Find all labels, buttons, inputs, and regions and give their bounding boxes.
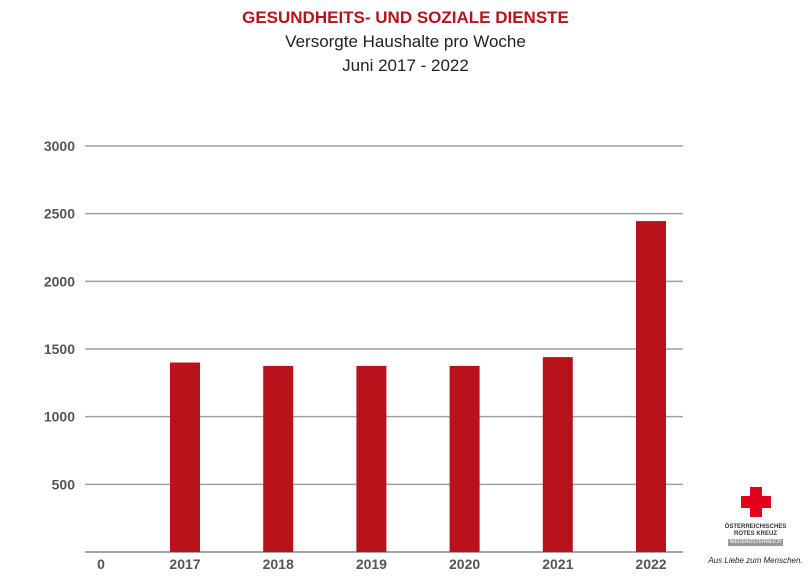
chart-subtitle-period: Juni 2017 - 2022 [342,56,469,75]
y-tick-label: 500 [52,476,76,492]
bar-2018 [263,365,294,552]
y-tick-label: 1000 [44,409,75,425]
y-tick-label: 3000 [44,138,75,154]
x-tick-label: 2021 [542,556,573,572]
logo-text-3: NIEDERÖSTERREICH [728,539,783,546]
bar-2020 [449,365,480,552]
bar-2022 [636,221,666,553]
x-tick-label: 2022 [635,556,666,572]
y-tick-label: 1500 [44,341,75,357]
x-tick-label: 2020 [449,556,480,572]
bar-2021 [542,357,573,552]
x-tick-label: 2019 [356,556,387,572]
y-tick-label: 2500 [44,206,75,222]
logo-tagline: Aus Liebe zum Menschen. [708,556,803,565]
logo-text-1: ÖSTERREICHISCHES [724,524,787,530]
logo-text-2: ROTES KREUZ [733,531,777,537]
x-tick-label: 2018 [263,556,294,572]
bar-2019 [356,365,387,552]
y-tick-label: 2000 [44,273,75,289]
red-cross-icon [740,487,771,517]
chart-subtitle: Versorgte Haushalte pro Woche [285,32,526,51]
x-origin-label: 0 [97,556,105,572]
bar-2017 [170,362,200,552]
x-tick-label: 2017 [169,556,200,572]
red-cross-logo: ÖSTERREICHISCHES ROTES KREUZ NIEDERÖSTER… [700,485,811,565]
chart-title: GESUNDHEITS- UND SOZIALE DIENSTE [242,8,569,27]
